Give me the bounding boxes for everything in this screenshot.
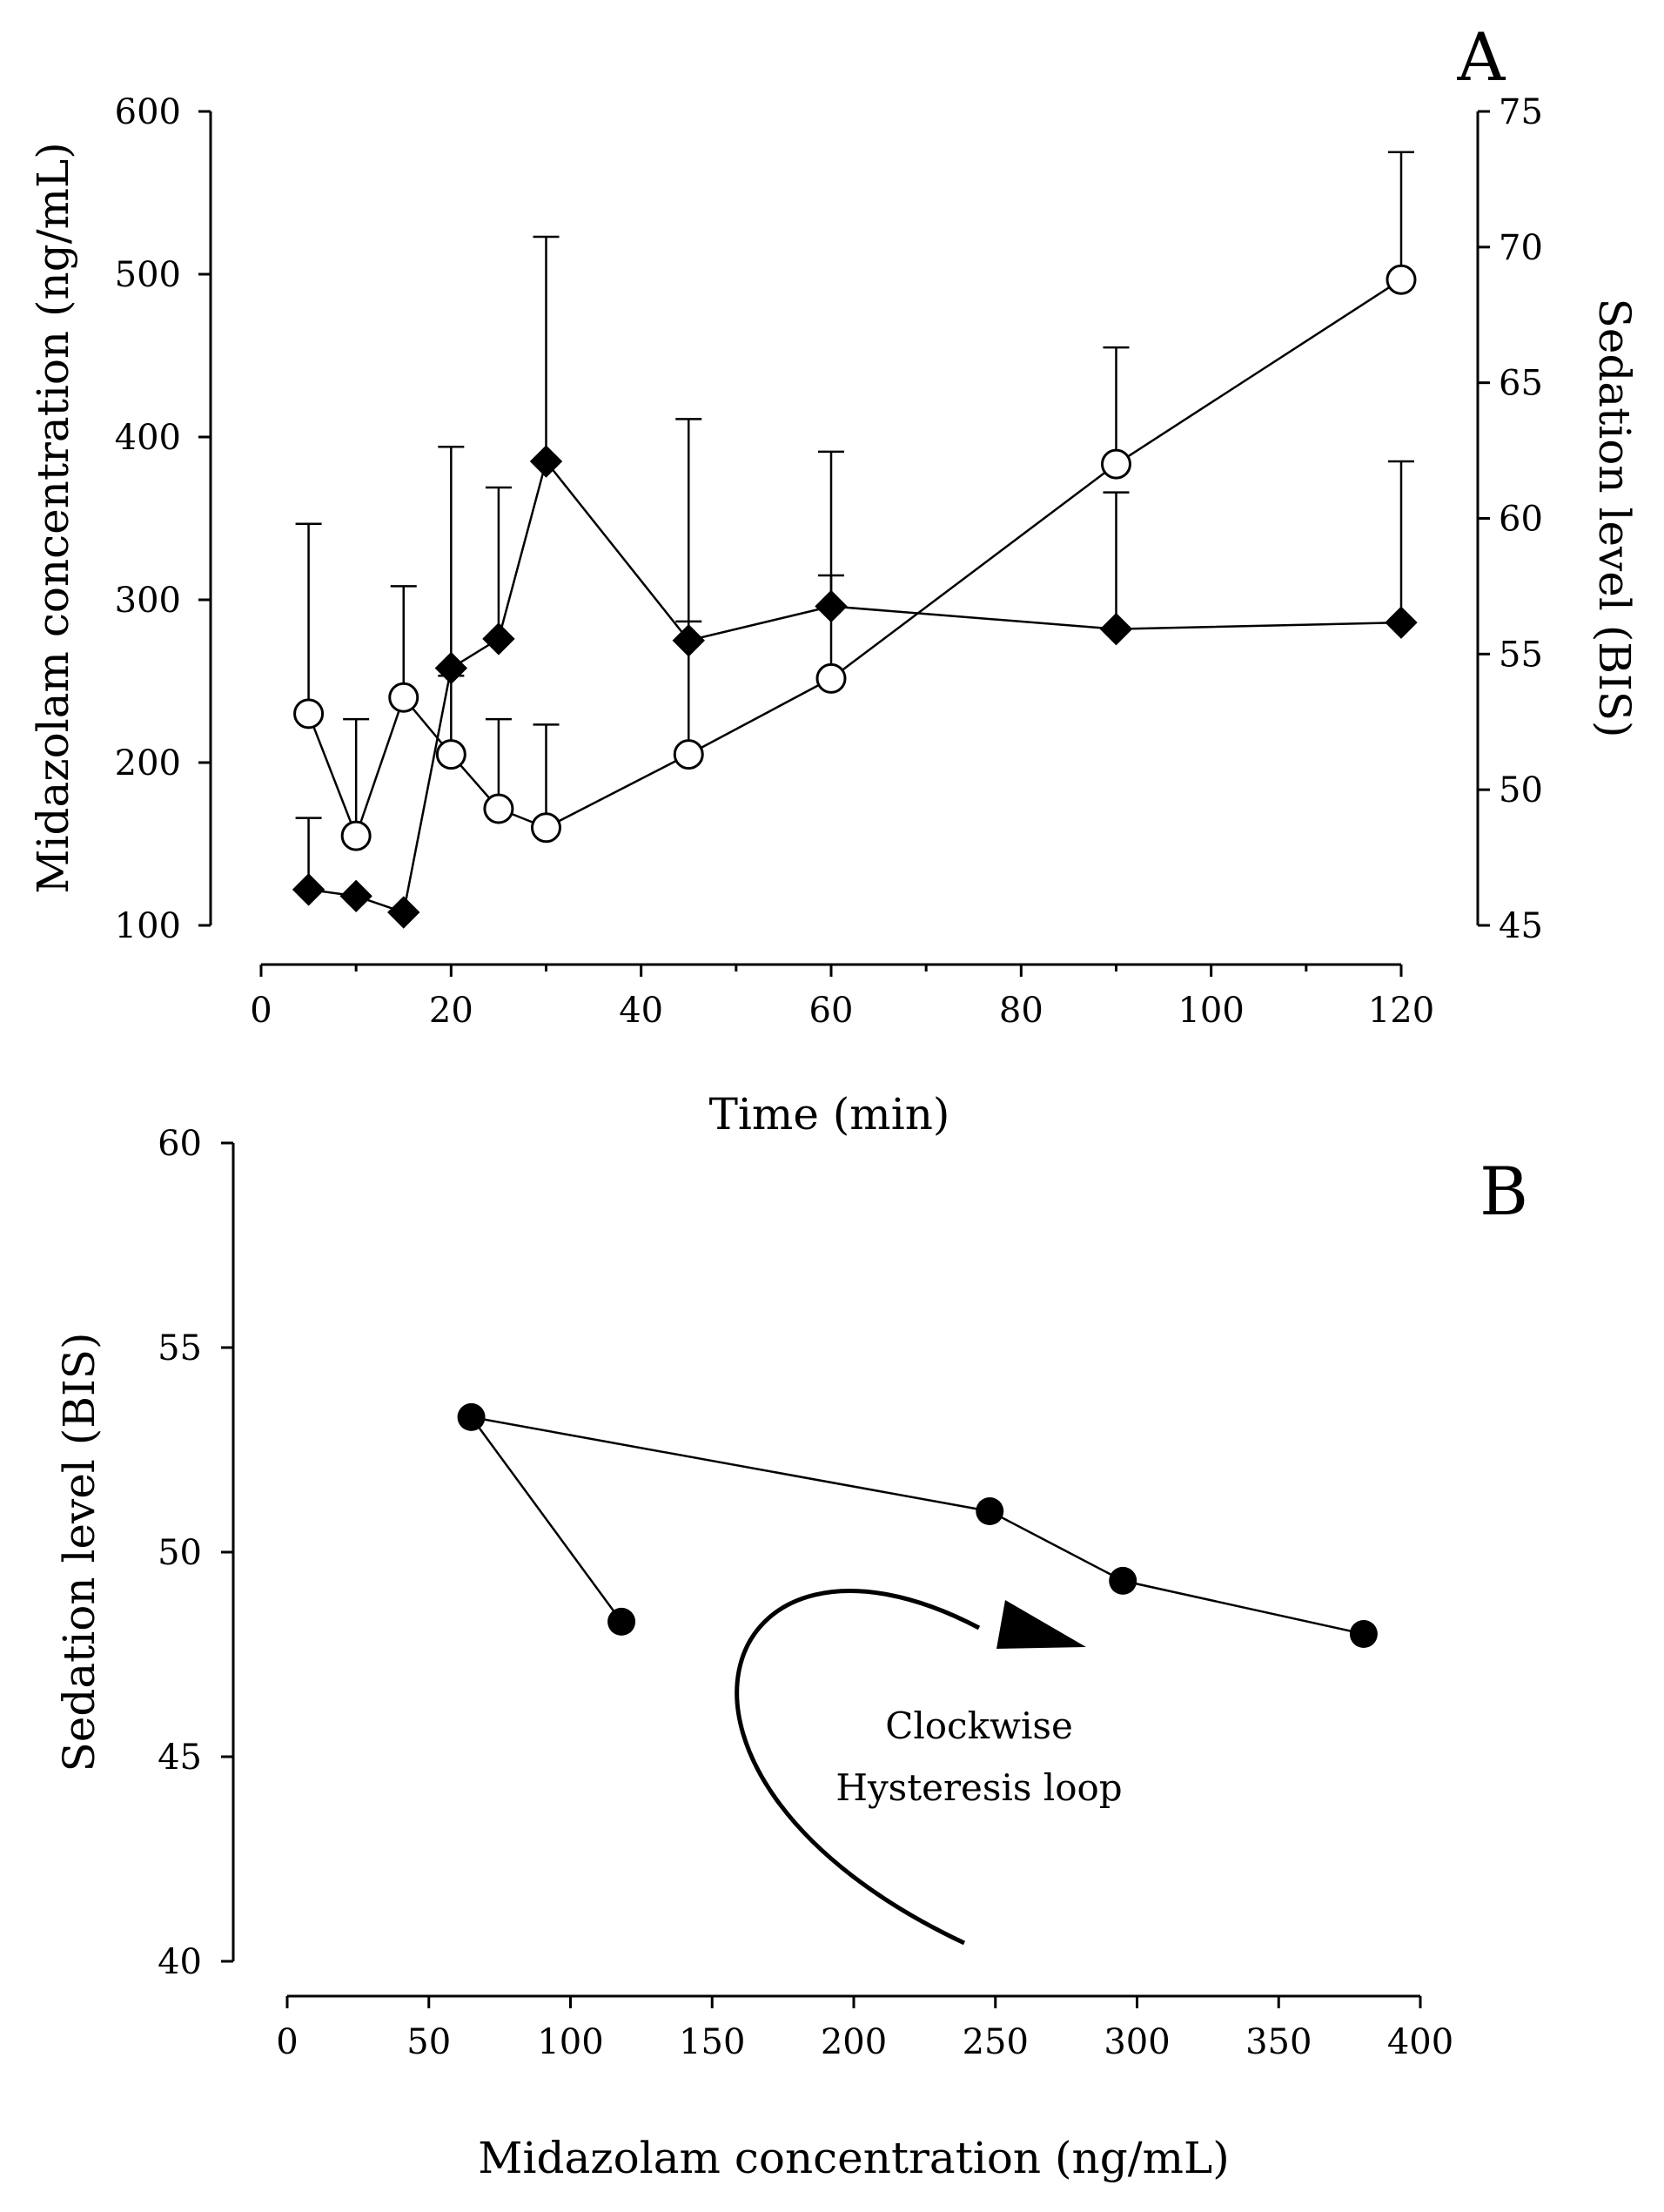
y-tick-label: 40 [158, 1942, 202, 1982]
concentration-point [482, 622, 515, 656]
sedation-series-line [307, 279, 1402, 839]
hysteresis-point [457, 1402, 486, 1431]
sedation-point [483, 793, 514, 824]
concentration-point [387, 896, 420, 929]
y-tick-label: 60 [158, 1124, 202, 1164]
sedation-point [531, 812, 561, 844]
sedation-point [673, 739, 704, 770]
panel-letter-b: B [1479, 1153, 1528, 1230]
x-axis-title: Time (min) [709, 1089, 950, 1140]
concentration-point [529, 445, 563, 478]
y-tick-label-left: 200 [115, 743, 181, 783]
sedation-point [815, 662, 847, 694]
x-tick-label: 250 [963, 2022, 1029, 2062]
concentration-point [339, 879, 372, 913]
annotation-line: Hysteresis loop [835, 1766, 1122, 1809]
x-tick-label: 20 [429, 991, 473, 1031]
y-tick-label: 45 [158, 1738, 202, 1778]
hysteresis-point [1349, 1620, 1378, 1648]
concentration-series-line [308, 459, 1402, 914]
y-axis-title-right: Sedation level (BIS) [1589, 298, 1640, 737]
y-tick-label-right: 75 [1499, 92, 1543, 132]
panel-b-chart: 40 45 50 55 60 0 50 100 150 200 250 300 350 400 Midazo… [54, 1124, 1528, 2183]
concentration-point [815, 589, 848, 623]
x-tick-label: 50 [406, 2022, 451, 2062]
panel-a-chart: 100 200 300 400 500 600 45 50 55 60 65 70 75 0 20 40 60 8… [28, 18, 1640, 1140]
sedation-point [340, 820, 372, 851]
clockwise-arrow-curve [735, 1589, 981, 1946]
concentration-point [1385, 606, 1418, 639]
y-axis-title: Sedation level (BIS) [54, 1332, 104, 1772]
x-tick-label: 100 [537, 2022, 603, 2062]
y-tick-label-left: 400 [115, 418, 181, 458]
x-tick-label: 100 [1178, 991, 1244, 1031]
x-tick-label: 300 [1104, 2022, 1170, 2062]
y-tick-label-right: 60 [1499, 500, 1543, 540]
sedation-point [1101, 448, 1131, 480]
clockwise-arrowhead-icon [996, 1600, 1086, 1649]
x-axis-title: Midazolam concentration (ng/mL) [478, 2133, 1229, 2183]
x-tick-label: 400 [1387, 2022, 1453, 2062]
y-tick-label-right: 50 [1499, 770, 1543, 810]
annotation-line: Clockwise [885, 1704, 1073, 1747]
panel-letter-a: A [1457, 18, 1506, 96]
sedation-point [388, 682, 419, 713]
y-axis-title-left: Midazolam concentration (ng/mL) [28, 142, 78, 893]
concentration-point [672, 624, 705, 657]
y-tick-label-left: 100 [115, 906, 181, 946]
hysteresis-point [976, 1497, 1004, 1525]
y-tick-label-right: 65 [1499, 364, 1543, 404]
y-tick-label: 55 [158, 1328, 202, 1368]
x-tick-label: 0 [250, 991, 272, 1031]
x-tick-label: 0 [276, 2022, 298, 2062]
y-tick-label-left: 500 [115, 255, 181, 295]
y-tick-label-right: 70 [1499, 228, 1543, 268]
concentration-point [292, 873, 325, 906]
x-tick-label: 350 [1245, 2022, 1312, 2062]
x-tick-label: 150 [679, 2022, 745, 2062]
x-tick-label: 120 [1368, 991, 1434, 1031]
x-tick-label: 60 [809, 991, 854, 1031]
concentration-point [434, 651, 468, 685]
x-tick-label: 200 [821, 2022, 887, 2062]
y-tick-label-left: 300 [115, 581, 181, 621]
hysteresis-point [607, 1607, 636, 1636]
hysteresis-point [1109, 1566, 1137, 1595]
sedation-point [1386, 264, 1417, 295]
concentration-point [1099, 612, 1133, 646]
y-tick-label-left: 600 [115, 92, 181, 132]
y-tick-label-right: 45 [1499, 906, 1543, 946]
sedation-point [293, 698, 325, 729]
y-tick-label: 50 [158, 1533, 202, 1573]
y-tick-label-right: 55 [1499, 635, 1543, 675]
x-tick-label: 80 [999, 991, 1043, 1031]
sedation-point [435, 739, 466, 770]
x-tick-label: 40 [619, 991, 663, 1031]
